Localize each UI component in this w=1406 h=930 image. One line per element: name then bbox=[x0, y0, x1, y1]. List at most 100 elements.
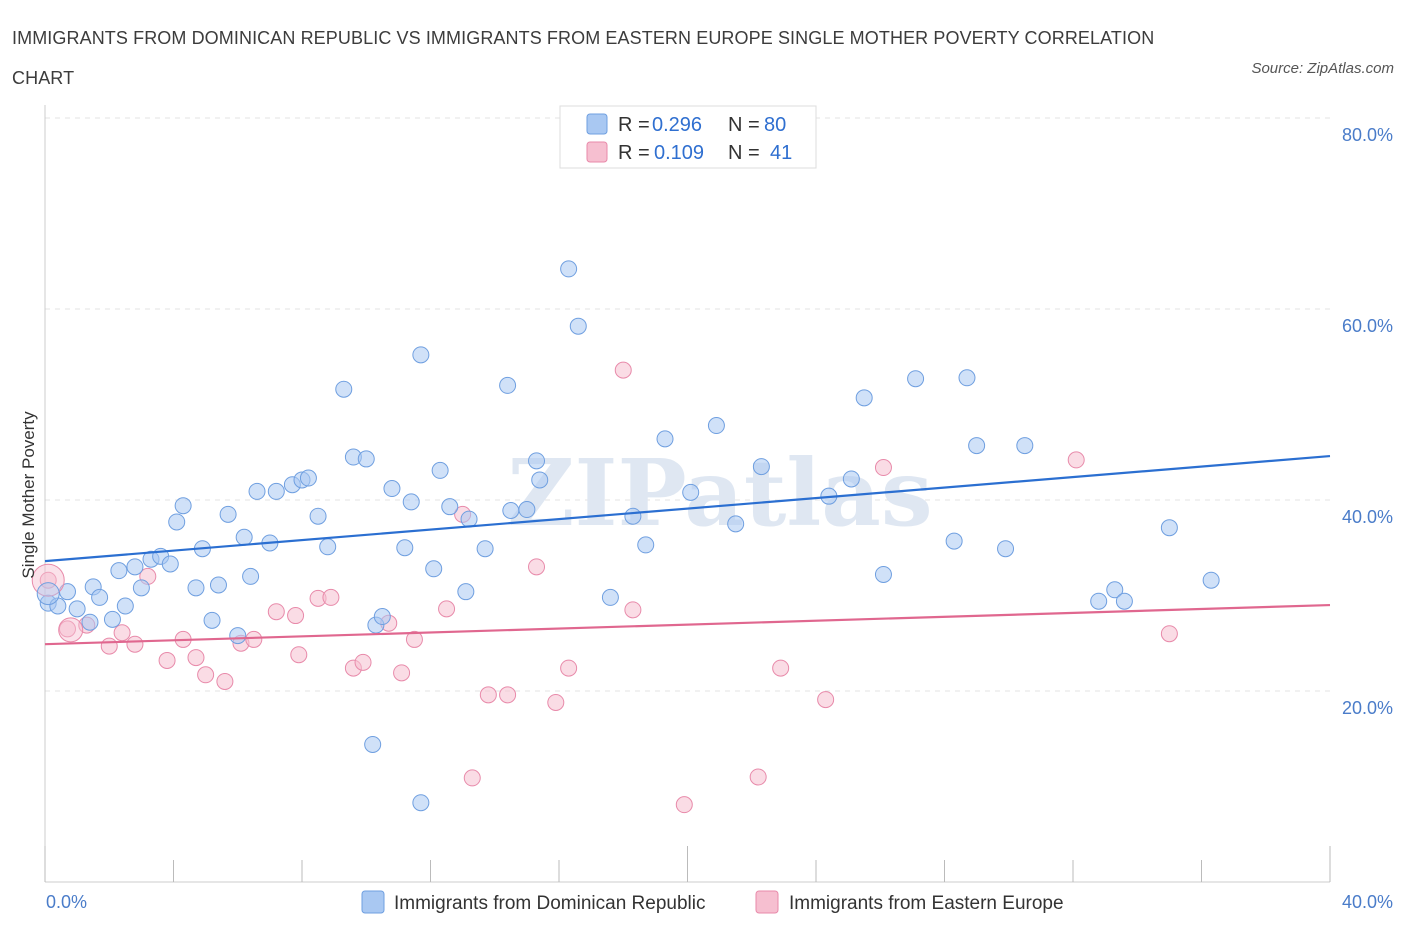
pink-point bbox=[267, 603, 285, 621]
legend-swatch-pink bbox=[586, 141, 608, 163]
pink-point bbox=[560, 659, 578, 677]
blue-point bbox=[624, 507, 642, 525]
blue-point bbox=[997, 540, 1015, 558]
pink-point bbox=[874, 459, 892, 477]
pink-point bbox=[1160, 625, 1178, 643]
pink-point bbox=[1067, 451, 1085, 469]
blue-point bbox=[457, 583, 475, 601]
bottom-legend: Immigrants from Dominican Republic Immig… bbox=[361, 890, 1064, 914]
pink-point bbox=[245, 630, 263, 648]
blue-point bbox=[412, 794, 430, 812]
blue-point bbox=[187, 579, 205, 597]
legend-n-label-1: N = bbox=[728, 114, 760, 136]
pink-point bbox=[675, 796, 693, 814]
blue-point bbox=[441, 498, 459, 516]
blue-point bbox=[752, 458, 770, 476]
pink-point bbox=[749, 768, 767, 786]
pink-point-large bbox=[31, 563, 65, 597]
blue-point bbox=[219, 505, 237, 523]
data-points bbox=[31, 260, 1220, 814]
legend-r-value-1: 0.296 bbox=[652, 114, 702, 136]
blue-point bbox=[309, 507, 327, 525]
pink-point bbox=[197, 666, 215, 684]
trend-lines bbox=[44, 454, 1331, 646]
pink-point bbox=[290, 646, 308, 664]
blue-point bbox=[874, 565, 892, 583]
blue-point bbox=[396, 539, 414, 557]
blue-point bbox=[267, 482, 285, 500]
blue-point bbox=[126, 558, 144, 576]
pink-point bbox=[817, 691, 835, 709]
blue-point bbox=[727, 515, 745, 533]
blue-point bbox=[299, 469, 317, 487]
blue-point bbox=[958, 369, 976, 387]
y-tick-label: 40.0% bbox=[1342, 507, 1393, 527]
blue-point bbox=[569, 317, 587, 335]
bottom-legend-swatch-blue bbox=[361, 890, 385, 914]
blue-point bbox=[1115, 592, 1133, 610]
blue-point bbox=[1090, 592, 1108, 610]
blue-point bbox=[116, 597, 134, 615]
pink-point bbox=[528, 558, 546, 576]
legend-r-label-2: R = bbox=[618, 142, 650, 164]
blue-point bbox=[81, 613, 99, 631]
pink-point bbox=[614, 361, 632, 379]
blue-point bbox=[707, 417, 725, 435]
blue-point bbox=[235, 528, 253, 546]
blue-point bbox=[412, 346, 430, 364]
legend-r-value-2: 0.109 bbox=[654, 142, 704, 164]
pink-point bbox=[354, 653, 372, 671]
pink-point bbox=[463, 769, 481, 787]
pink-point bbox=[39, 571, 57, 589]
blue-point bbox=[168, 513, 186, 531]
pink-point bbox=[499, 686, 517, 704]
blue-point bbox=[968, 437, 986, 455]
blue-point bbox=[373, 608, 391, 626]
pink-point bbox=[216, 672, 234, 690]
chart-title: IMMIGRANTS FROM DOMINICAN REPUBLIC VS IM… bbox=[12, 28, 1155, 88]
pink-point bbox=[772, 659, 790, 677]
blue-point bbox=[68, 600, 86, 618]
x-tick-labels: 0.0% 40.0% bbox=[46, 892, 1393, 912]
blue-point bbox=[402, 493, 420, 511]
blue-point bbox=[174, 497, 192, 515]
blue-point bbox=[560, 260, 578, 278]
legend-n-label-2: N = bbox=[728, 142, 760, 164]
blue-point bbox=[383, 480, 401, 498]
blue-point bbox=[91, 588, 109, 606]
blue-point bbox=[319, 538, 337, 556]
legend-r-label-1: R = bbox=[618, 114, 650, 136]
blue-point bbox=[518, 501, 536, 519]
blue-point bbox=[499, 376, 517, 394]
pink-point bbox=[624, 601, 642, 619]
x-tick-label: 40.0% bbox=[1342, 892, 1393, 912]
blue-point bbox=[132, 579, 150, 597]
blue-point bbox=[229, 627, 247, 645]
blue-point bbox=[656, 430, 674, 448]
blue-point bbox=[203, 611, 221, 629]
pink-point bbox=[100, 637, 118, 655]
blue-point bbox=[335, 380, 353, 398]
legend-n-value-1: 80 bbox=[764, 114, 786, 136]
blue-point bbox=[637, 536, 655, 554]
bottom-legend-label-1: Immigrants from Dominican Republic bbox=[394, 893, 706, 914]
blue-point bbox=[460, 510, 478, 528]
y-axis-label: Single Mother Poverty bbox=[19, 411, 38, 579]
blue-point bbox=[1016, 437, 1034, 455]
blue-point bbox=[907, 370, 925, 388]
source-label: Source: ZipAtlas.com bbox=[1251, 60, 1394, 77]
pink-point bbox=[393, 664, 411, 682]
legend-n-value-2: 41 bbox=[770, 142, 792, 164]
pink-point bbox=[158, 651, 176, 669]
x-tick-label: 0.0% bbox=[46, 892, 87, 912]
y-tick-labels: 20.0% 40.0% 60.0% 80.0% bbox=[1342, 125, 1393, 718]
blue-point bbox=[242, 567, 260, 585]
blue-point bbox=[248, 482, 266, 500]
blue-point bbox=[945, 532, 963, 550]
blue-point bbox=[682, 483, 700, 501]
blue-point bbox=[357, 450, 375, 468]
blue-point bbox=[531, 471, 549, 489]
blue-point bbox=[425, 560, 443, 578]
stats-legend: R = 0.296 N = 80 R = 0.109 N = 41 bbox=[559, 105, 817, 169]
blue-point bbox=[601, 588, 619, 606]
